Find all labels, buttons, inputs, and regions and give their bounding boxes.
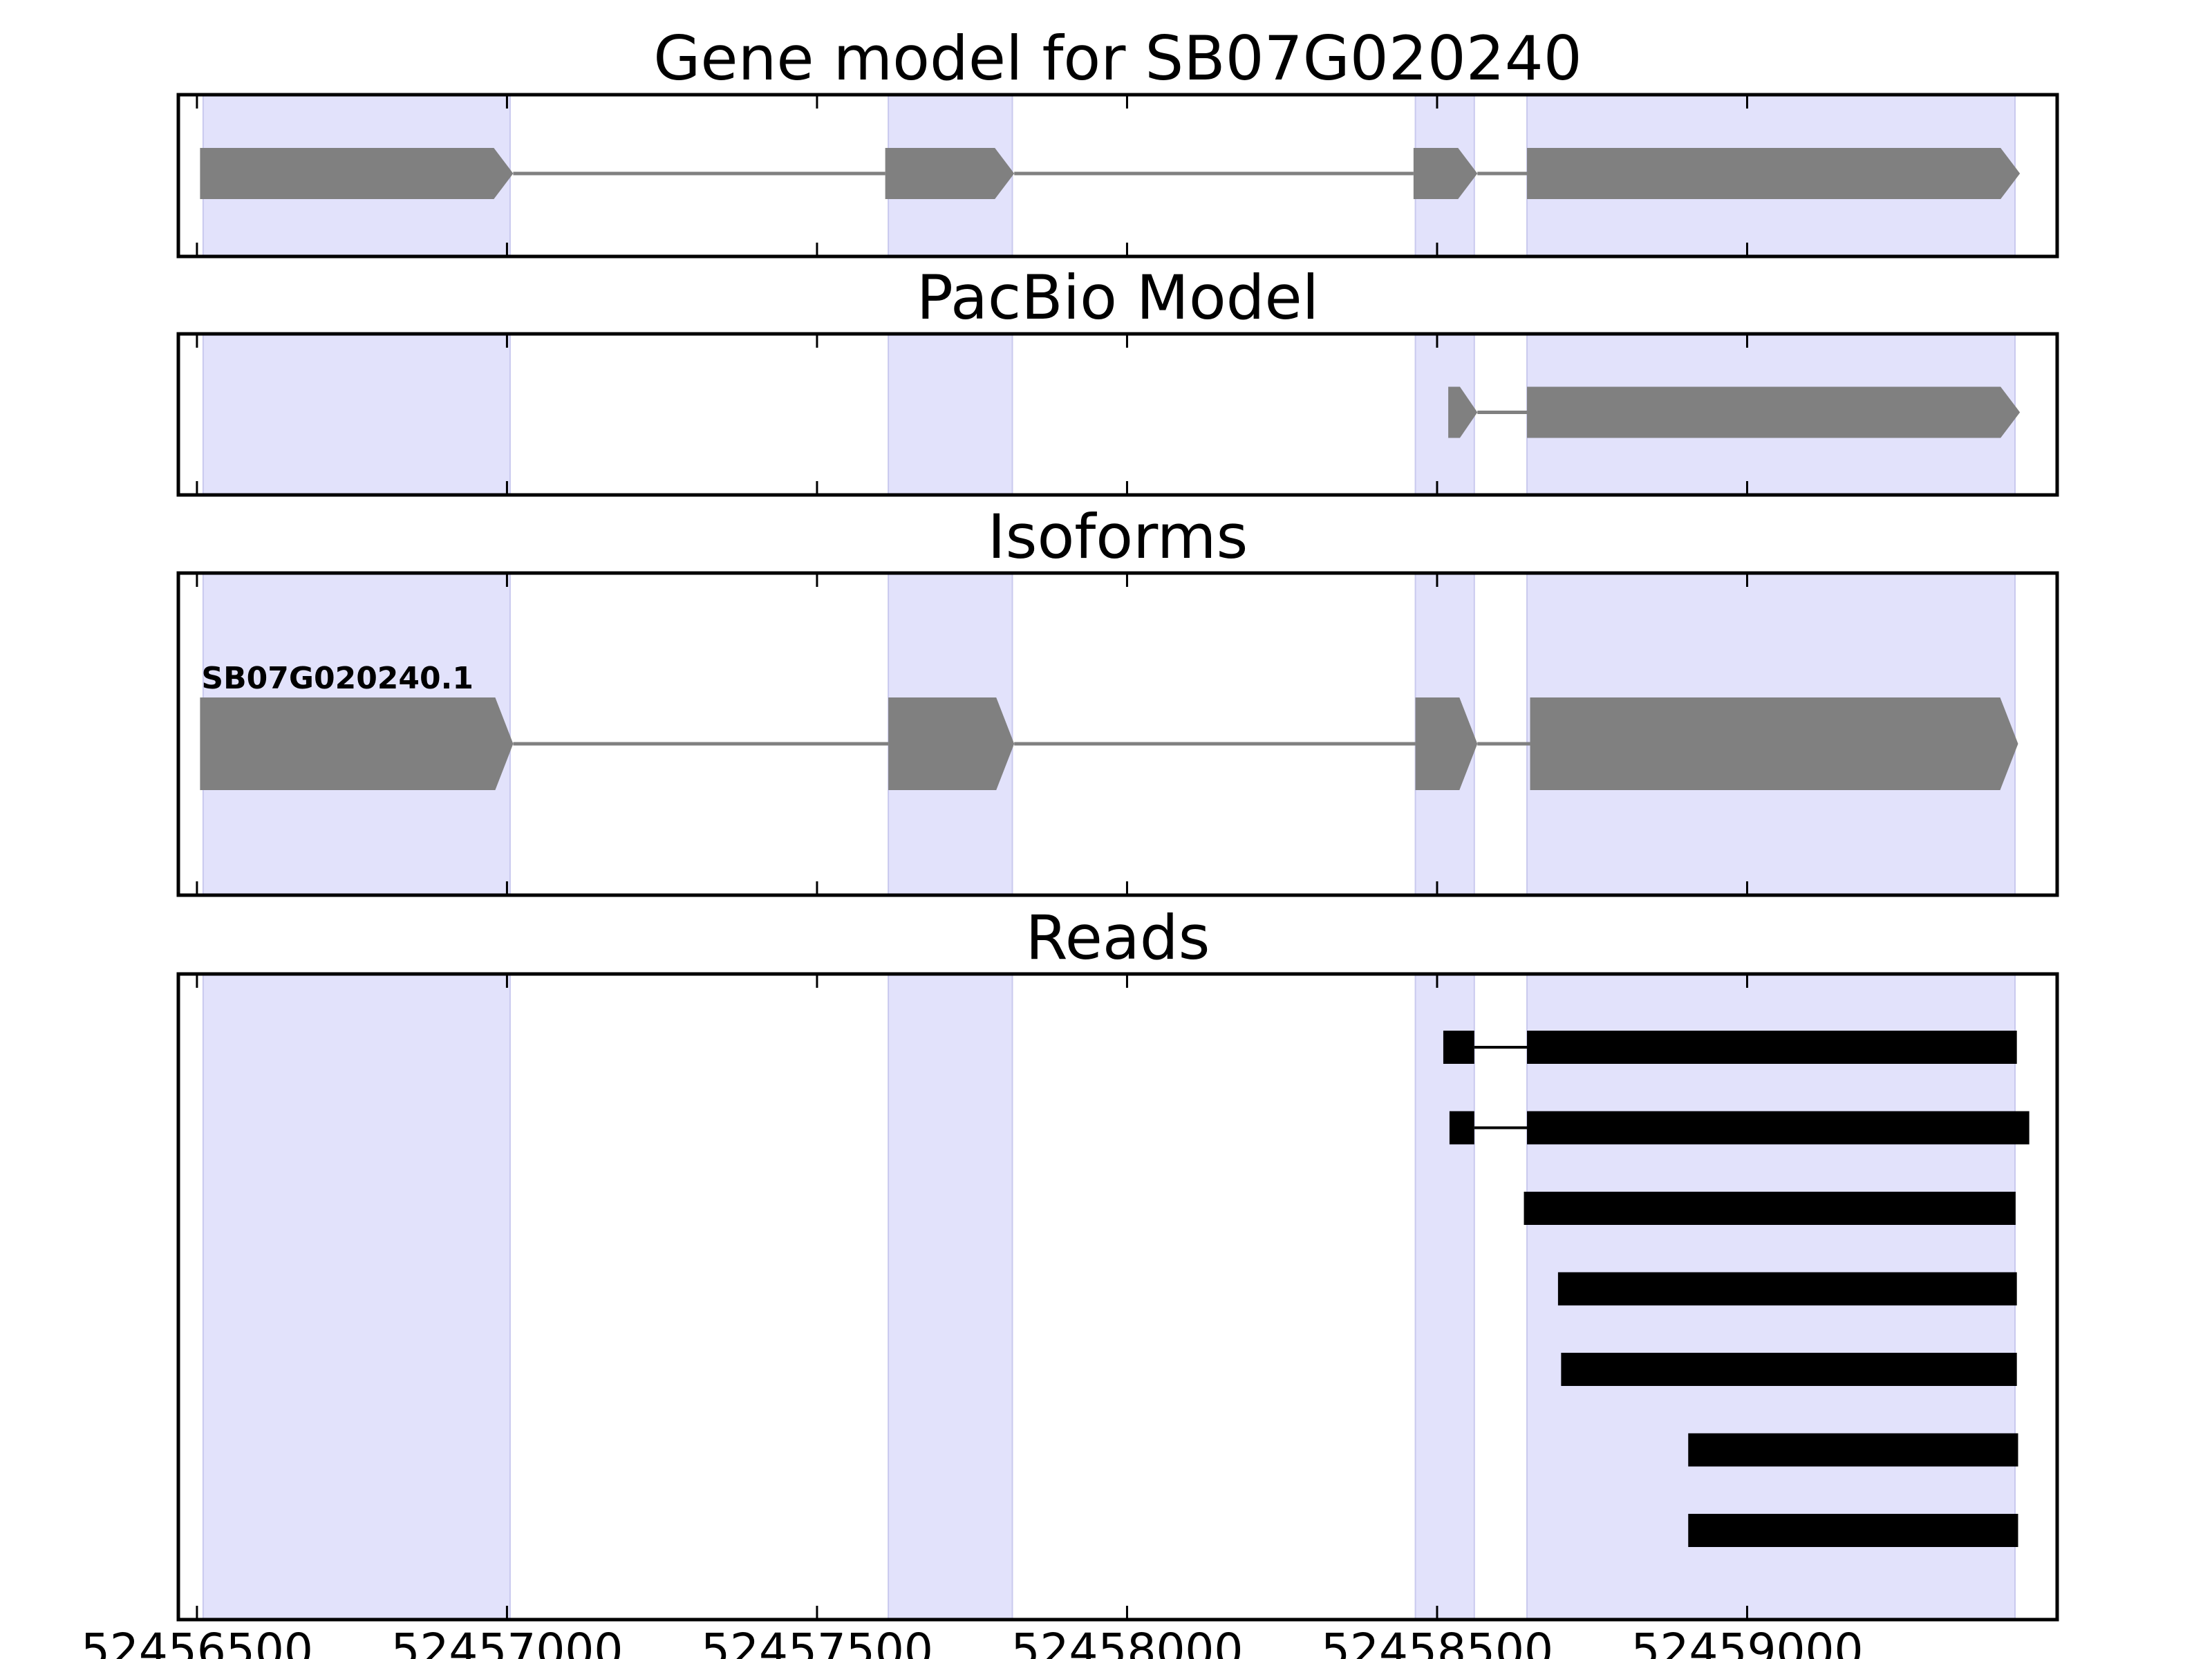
panel-4: Reads [176,902,2059,1622]
x-tick-label: 52457000 [391,1624,623,1659]
panel-title: Gene model for SB07G020240 [653,23,1582,94]
x-axis: 52456500 52457000 52457500 52458000 52458500… [81,1624,1864,1659]
panel-1: Gene model for SB07G020240 [176,23,2059,259]
read-block [1688,1514,2018,1547]
exon-block [885,148,1015,199]
exon-block [1527,386,2021,438]
exon-block [1415,697,1478,790]
read-block [1524,1192,2016,1225]
panel-title: PacBio Model [917,262,1319,333]
read-block [1449,1111,1474,1145]
exon-block [200,148,514,199]
panel-frame [176,93,2059,259]
x-tick-label: 52459000 [1631,1624,1864,1659]
exon-block [1413,148,1478,199]
read-block [1561,1353,2017,1386]
read-block [1527,1031,2017,1064]
exon-highlight-band [202,973,511,1620]
x-tick-label: 52458000 [1011,1624,1243,1659]
read-block [1557,1272,2017,1306]
panel-frame [176,972,2059,1622]
exon-block [200,697,514,790]
panel-title: Isoforms [988,501,1248,572]
x-tick-label: 52457500 [701,1624,933,1659]
exon-block [1530,697,2018,790]
panel-frame [176,571,2059,897]
isoform-label: SB07G020240.1 [201,661,474,696]
exon-block [1527,148,2021,199]
panel-3: Isoforms SB07G020240.1 [176,501,2059,897]
read-block [1443,1031,1474,1064]
x-tick-label: 52458500 [1321,1624,1553,1659]
exon-block [888,697,1015,790]
exon-block [1448,386,1478,438]
panel-2: PacBio Model [176,262,2059,497]
panels: Gene model for SB07G020240 PacBio Model Is… [176,23,2059,1622]
x-tick-label: 52456500 [81,1624,313,1659]
exon-highlight-band [888,333,1013,496]
exon-highlight-band [202,333,511,496]
exon-highlight-band [888,973,1013,1620]
read-block [1527,1111,2030,1145]
panel-frame [176,332,2059,497]
read-block [1688,1433,2018,1467]
panel-title: Reads [1026,902,1210,973]
exon-highlight-band [1414,973,1475,1620]
